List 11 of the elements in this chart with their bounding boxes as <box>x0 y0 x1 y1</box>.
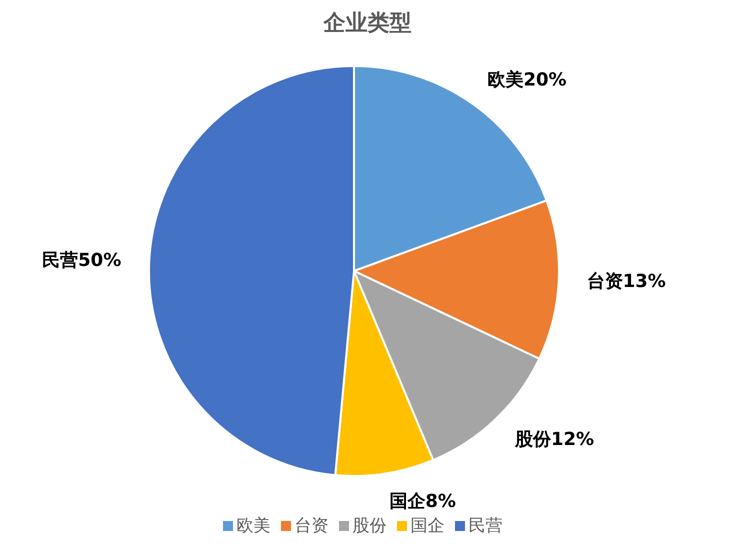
legend-label: 股份 <box>352 516 386 536</box>
category-label: 欧美20% <box>487 70 567 91</box>
legend-label: 民营 <box>468 516 502 536</box>
category-label: 台资13% <box>586 271 666 292</box>
category-label: 股份12% <box>514 428 594 450</box>
legend-label: 欧美 <box>236 516 270 536</box>
category-label: 民营50% <box>42 250 122 271</box>
legend-label: 国企 <box>410 516 444 536</box>
chart-title: 企业类型 <box>322 10 412 38</box>
category-label: 国企8% <box>389 490 456 512</box>
legend-label: 台资 <box>294 516 328 536</box>
